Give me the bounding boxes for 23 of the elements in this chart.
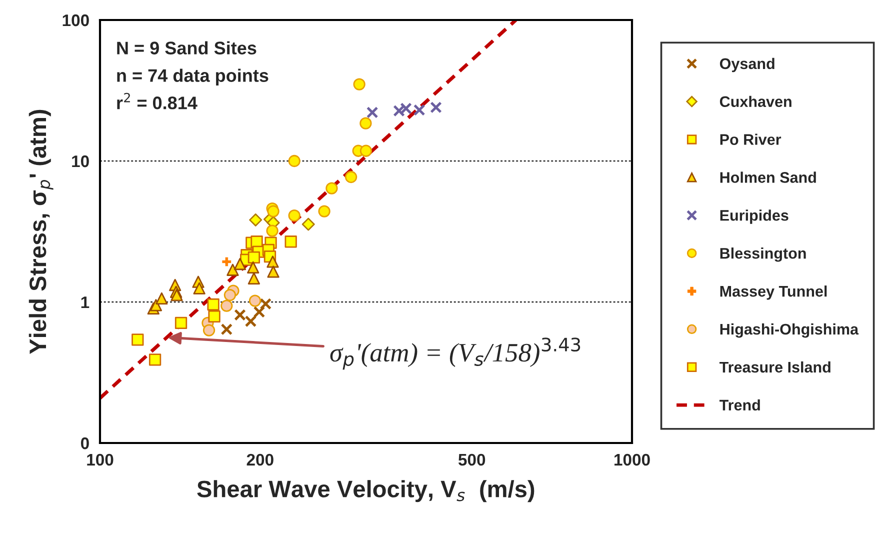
legend-label: Trend [719,399,760,411]
legend-label: Treasure Island [719,361,830,373]
y-tick-label: 0 [80,437,89,450]
annotation: σ$_{p}$'(atm) = (V$_{s}$/158)$^{3.43}$ [330,338,580,370]
legend-label: Po River [720,134,782,145]
legend-label: Blessington [720,248,806,262]
y-axis-title: Yield Stress, σ$_{p}$' (atm) [28,110,54,354]
legend-label: Cuxhaven [720,96,792,108]
x-tick-label: 1000 [614,454,650,466]
x-tick-label: 200 [246,454,274,466]
legend-label: Oysand [720,58,774,72]
legend-label: Massey Tunnel [720,285,827,300]
annotation: n = 74 data points [117,68,268,86]
legend-label: Holmen Sand [720,172,816,183]
y-tick-label: 100 [62,14,89,26]
y-tick-label: 10 [72,155,89,168]
legend-label: Euripides [720,210,788,224]
annotation: r$^{2}$ = 0.814 [117,92,198,110]
x-axis-title: Shear Wave Velocity, V$_{s}$ (m/s) [197,480,534,502]
x-tick-label: 500 [458,454,486,466]
annotation: N = 9 Sand Sites [117,41,256,54]
y-tick-label: 1 [81,296,90,308]
legend-label: Higashi-Ohgishima [720,323,859,338]
